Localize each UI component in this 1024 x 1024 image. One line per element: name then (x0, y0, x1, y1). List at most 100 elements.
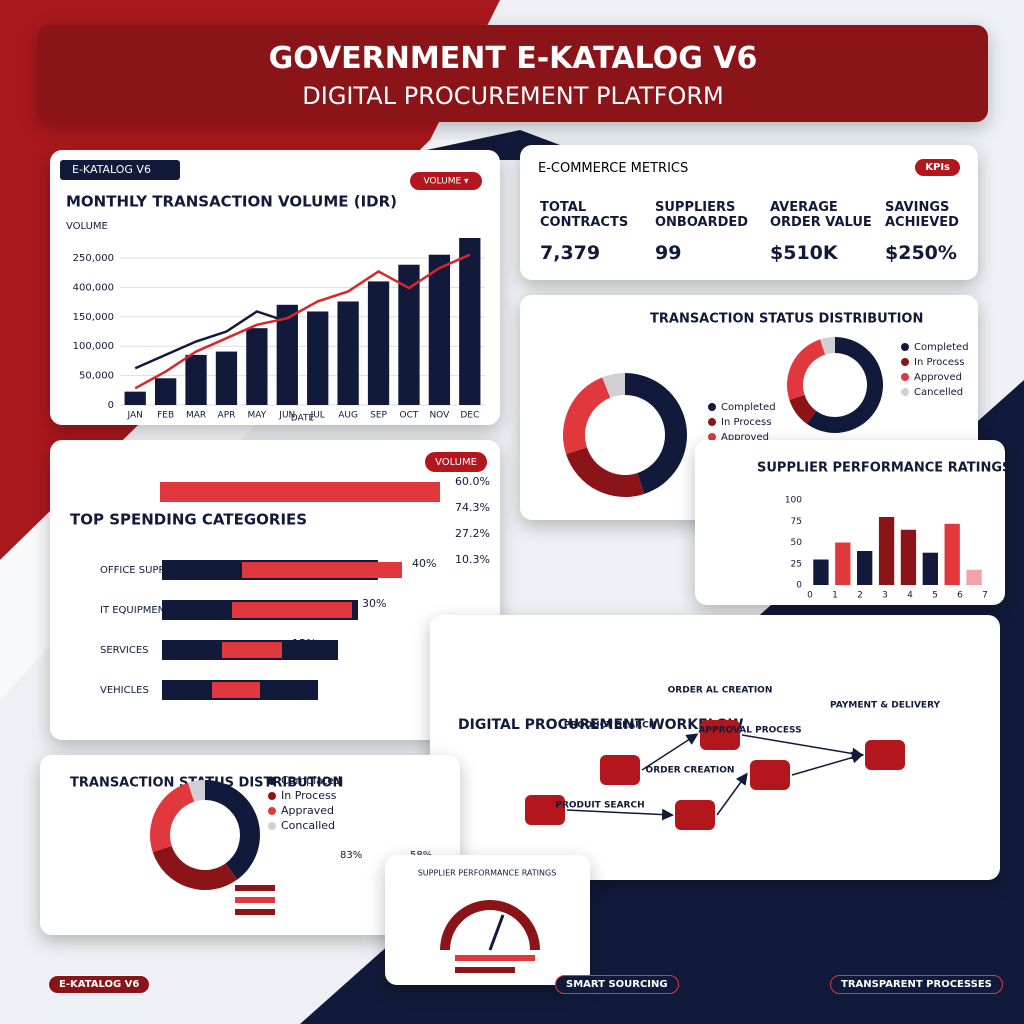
step-icon (600, 755, 640, 785)
footer-center: SMART SOURCING (555, 975, 679, 994)
chart-title: DIGITAL PROCUREMENT WORKFLOW (458, 717, 744, 733)
kpi-panel: E-COMMERCE METRICS KPIs TOTAL CONTRACTS 7… (520, 145, 978, 280)
x-tick-label: MAY (248, 411, 267, 421)
legend-dot (901, 388, 909, 396)
bar (307, 311, 329, 405)
y-axis-text: 150,000 (73, 312, 114, 323)
value-label: 30% (362, 597, 386, 610)
value-label: 15% (292, 637, 316, 650)
side-label: 10.3% (455, 553, 490, 566)
bar (212, 682, 260, 698)
step-icon (675, 800, 715, 830)
donut-slice (188, 780, 205, 802)
step-icon (700, 720, 740, 750)
donut-slice (625, 373, 687, 494)
step-label: PAYMENT & DELIVERY (830, 701, 941, 711)
chart-title: MONTHLY TRANSACTION VOLUME (IDR) (66, 193, 397, 211)
step-label: ORDER AL CREATION (668, 686, 773, 696)
legend-dot (901, 343, 909, 351)
y-tick-label: 25 (791, 559, 802, 569)
legend-label: Complated (281, 774, 341, 787)
chart-title: SUPPLIER PERFORMANCE RATINGS (418, 869, 557, 878)
kpi: TOTAL CONTRACTS 7,379 (540, 200, 650, 264)
donut-slice (789, 394, 817, 424)
bar (232, 602, 352, 618)
dropdown-bg (425, 452, 487, 472)
kpi-value: 99 (655, 242, 682, 264)
step-icon (865, 740, 905, 770)
bar (276, 304, 298, 405)
kpi: AVERAGE ORDER VALUE $510K (770, 200, 880, 264)
legend-label: In Process (721, 417, 771, 428)
donut-slice (152, 845, 238, 890)
kpi-badge: KPIs (915, 159, 960, 176)
legend-label: In Process (914, 357, 964, 368)
step-label: PRODUCT SEARCH (564, 721, 657, 731)
mini-panel: SUPPLIER PERFORMANCE RATINGS (385, 855, 590, 985)
bar (900, 529, 917, 585)
step-label: ORDER CREATION (646, 766, 735, 776)
kpi: SAVINGS ACHIEVED $250% (885, 200, 978, 264)
bar (215, 351, 238, 405)
side-label: 27.2% (455, 527, 490, 540)
category-label: SERVICES (100, 645, 149, 656)
workflow-panel: DIGITAL PROCUREMENT WORKFLOW PRODUCT SEAR… (430, 615, 1000, 880)
subtitle: DIGITAL PROCUREMENT PLATFORM (302, 82, 724, 110)
arrow (566, 808, 674, 821)
y-tick-label: 50 (791, 538, 803, 548)
legend-dot (901, 358, 909, 366)
kpi-label: SAVINGS ACHIEVED (885, 200, 959, 230)
step-label: APPROVAL PROCESS (698, 726, 801, 736)
legend-dot (268, 822, 276, 830)
bar (878, 517, 895, 585)
donut-slice (150, 782, 195, 852)
kpi-value: $510K (770, 242, 838, 264)
donut-slice (205, 780, 260, 880)
chart-title: TRANSACTION STATUS DISTRIBUTION (650, 312, 923, 327)
legend-label: Approved (721, 432, 769, 443)
step-icon (525, 795, 565, 825)
x-tick-label: 2 (857, 591, 863, 601)
x-tick-label: 0 (807, 591, 813, 601)
stat: 83% (340, 850, 362, 861)
donut-slice (806, 337, 883, 433)
x-tick-label: 6 (957, 591, 963, 601)
y-axis-text: 50,000 (79, 371, 114, 382)
kpi-label: TOTAL CONTRACTS (540, 200, 629, 230)
side-label: 60.0% (455, 475, 490, 488)
kpi-label: SUPPLIERS ONBOARDED (655, 200, 749, 230)
footer-left: E-KATALOG V6 (48, 975, 151, 994)
x-tick-label: DEC (460, 411, 479, 421)
x-tick-label: SEP (370, 411, 387, 421)
dropdown: VOLUME ▾ (423, 177, 469, 187)
step-label: PRODUIT SEARCH (555, 801, 644, 811)
y-axis-text: 250,000 (73, 253, 114, 264)
legend-dot (708, 418, 716, 426)
y-tick-label: 75 (791, 517, 802, 527)
arrow (791, 751, 864, 776)
bar (242, 562, 402, 578)
bar (337, 301, 359, 405)
x-tick-label: 4 (907, 591, 913, 601)
ratings-panel: SUPPLIER PERFORMANCE RATINGS 0 25 50 75 100 0 1… (695, 440, 1005, 605)
category-label: OFFICE SUPPLIES (100, 565, 186, 576)
spending-panel: VOLUME TOP SPENDING CATEGORIES 60.0% 74.3% 2… (50, 440, 500, 740)
bar (813, 559, 829, 585)
arrow (641, 733, 699, 771)
bar (222, 642, 282, 658)
deco-bar (235, 897, 275, 903)
deco-bar (235, 909, 275, 915)
dropdown-bg (410, 172, 482, 190)
bar (944, 523, 960, 585)
kpi: SUPPLIERS ONBOARDED 99 (655, 200, 765, 264)
y-axis-text: 400,000 (73, 282, 114, 293)
title: GOVERNMENT E-KATALOG V6 (268, 41, 758, 76)
donut-slice (563, 377, 611, 455)
legend-label: Completed (914, 342, 969, 353)
header: GOVERNMENT E-KATALOG V6 DIGITAL PROCUREM… (38, 25, 988, 122)
category-label: IT EQUIPMENT (100, 605, 172, 616)
badge-bg (60, 160, 180, 180)
